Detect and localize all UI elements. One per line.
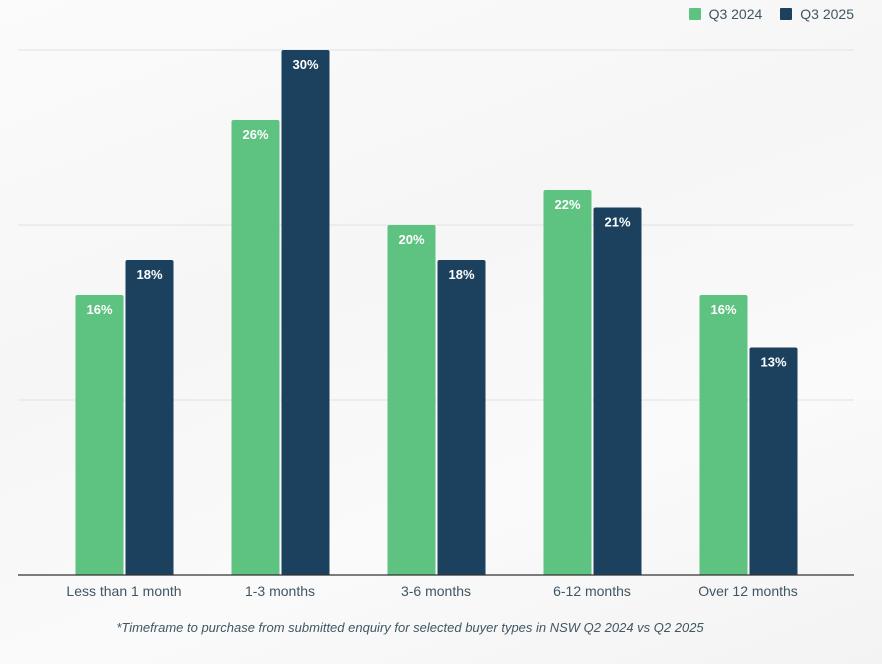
x-tick-label-4: Over 12 months [698, 583, 798, 599]
bar-label-q3-2024-3: 22% [554, 197, 580, 212]
legend-swatch-q3-2024 [688, 8, 701, 20]
bar-label-q3-2025-0: 18% [136, 267, 162, 282]
bar-label-q3-2025-2: 18% [448, 267, 474, 282]
bar-q3-2025-3 [593, 207, 642, 575]
chart-footnote: *Timeframe to purchase from submitted en… [116, 620, 704, 635]
legend-item-q3-2024: Q3 2024 [688, 6, 763, 22]
bar-q3-2025-0 [125, 260, 174, 575]
bar-label-q3-2024-1: 26% [242, 127, 268, 142]
bar-label-q3-2025-4: 13% [760, 355, 786, 370]
bar-label-q3-2025-1: 30% [292, 57, 318, 72]
legend-label-q3-2025: Q3 2025 [800, 6, 854, 22]
bar-q3-2024-0 [75, 295, 124, 575]
bar-label-q3-2024-2: 20% [398, 232, 424, 247]
bar-q3-2025-2 [437, 260, 486, 575]
bar-q3-2024-1 [231, 120, 280, 575]
legend-label-q3-2024: Q3 2024 [708, 6, 763, 22]
bar-q3-2025-4 [749, 347, 798, 575]
bar-q3-2024-4 [699, 295, 748, 575]
x-tick-label-2: 3-6 months [401, 583, 471, 599]
bar-label-q3-2024-4: 16% [710, 302, 736, 317]
bar-q3-2024-3 [543, 190, 592, 575]
legend-swatch-q3-2025 [780, 8, 793, 20]
x-tick-label-1: 1-3 months [245, 583, 315, 599]
x-tick-label-3: 6-12 months [553, 583, 631, 599]
chart-legend: Q3 2024 Q3 2025 [688, 6, 854, 22]
x-tick-label-0: Less than 1 month [66, 583, 181, 599]
bar-label-q3-2024-0: 16% [86, 302, 112, 317]
bar-label-q3-2025-3: 21% [604, 215, 630, 230]
legend-item-q3-2025: Q3 2025 [780, 6, 854, 22]
bar-q3-2024-2 [387, 225, 436, 575]
bar-q3-2025-1 [281, 50, 330, 575]
